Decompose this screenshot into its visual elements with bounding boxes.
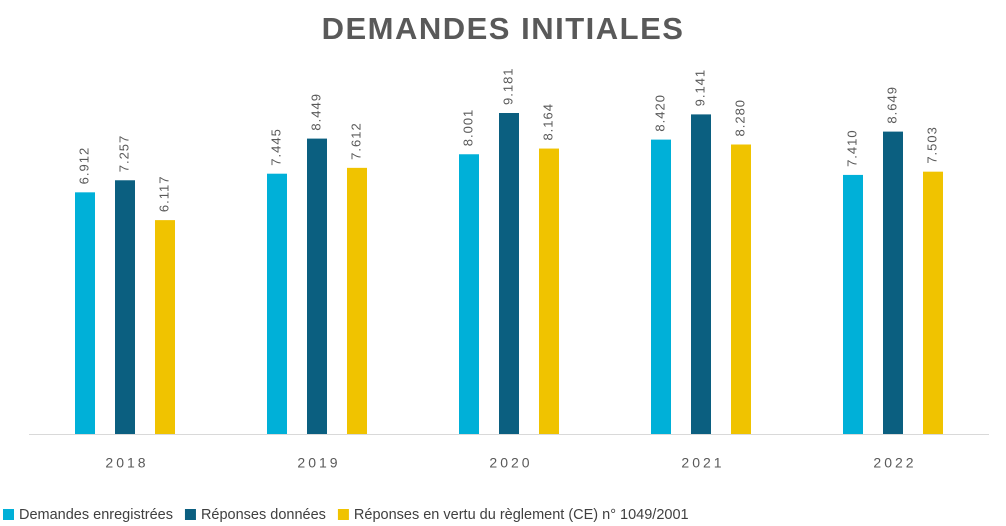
value-label: 8.280 <box>732 99 747 137</box>
x-tick-label: 2019 <box>297 455 340 471</box>
legend-marker <box>337 509 349 520</box>
value-label: 8.449 <box>308 93 323 131</box>
x-tick-label: 2021 <box>681 455 724 471</box>
bar <box>731 144 751 434</box>
value-label: 8.649 <box>884 86 899 124</box>
value-label: 8.001 <box>460 109 475 147</box>
bar <box>459 154 479 434</box>
legend-marker <box>3 509 14 520</box>
x-tick-label: 2020 <box>489 455 532 471</box>
bar <box>115 180 135 434</box>
legend-label: Réponses en vertu du règlement (CE) n° 1… <box>354 507 689 523</box>
value-label: 7.410 <box>844 129 859 167</box>
value-label: 8.420 <box>652 94 667 132</box>
value-label: 7.257 <box>116 135 131 173</box>
bar <box>923 171 943 435</box>
legend-label: Demandes enregistrées <box>19 507 173 523</box>
legend-label: Réponses données <box>201 507 326 523</box>
value-label: 6.912 <box>76 147 91 185</box>
bar <box>347 167 367 435</box>
bar <box>883 131 903 434</box>
value-label: 8.164 <box>540 103 555 141</box>
value-label: 7.612 <box>348 122 363 160</box>
bar <box>843 174 863 434</box>
legend-marker <box>184 509 196 520</box>
bar <box>75 192 95 434</box>
bar <box>267 173 287 434</box>
bar <box>539 148 559 434</box>
x-tick-label: 2022 <box>873 455 916 471</box>
bar <box>307 138 327 434</box>
x-tick-label: 2018 <box>105 455 148 471</box>
bar <box>155 220 175 434</box>
bar <box>499 113 519 434</box>
value-label: 6.117 <box>156 176 171 213</box>
value-label: 9.181 <box>500 67 515 105</box>
value-label: 7.445 <box>268 128 283 166</box>
bar <box>691 114 711 435</box>
value-label: 9.141 <box>692 69 707 107</box>
bar <box>651 139 671 434</box>
chart-title: DEMANDES INITIALES <box>322 11 685 46</box>
value-label: 7.503 <box>924 126 939 164</box>
